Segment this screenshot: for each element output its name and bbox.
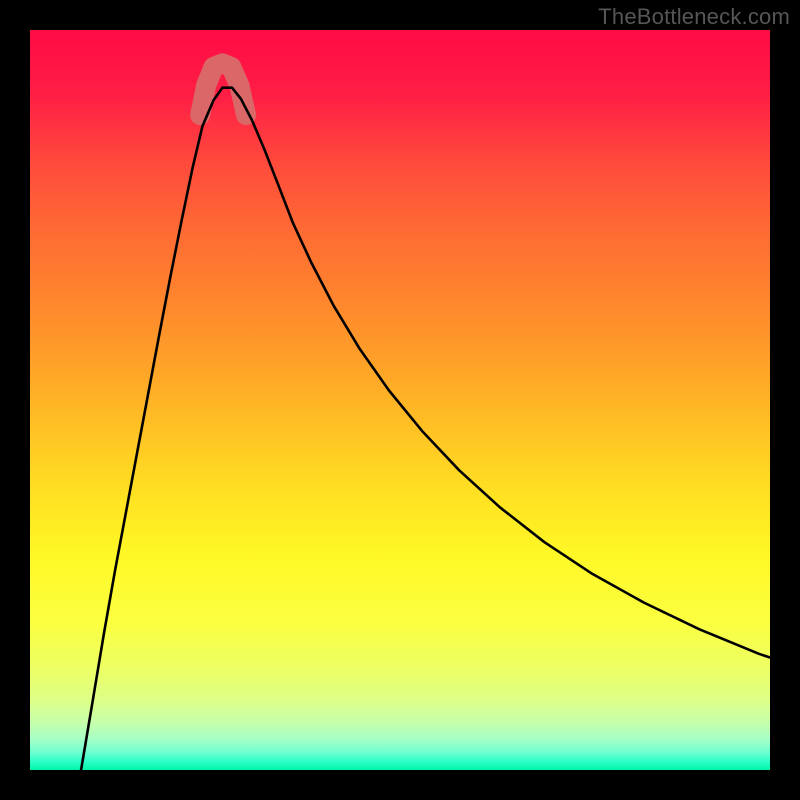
chart-canvas: TheBottleneck.com xyxy=(0,0,800,800)
watermark-text: TheBottleneck.com xyxy=(598,4,790,30)
valley-accent-curve xyxy=(200,63,246,115)
bottleneck-curve xyxy=(81,88,770,770)
plot-area xyxy=(30,30,770,770)
curve-layer xyxy=(30,30,770,770)
